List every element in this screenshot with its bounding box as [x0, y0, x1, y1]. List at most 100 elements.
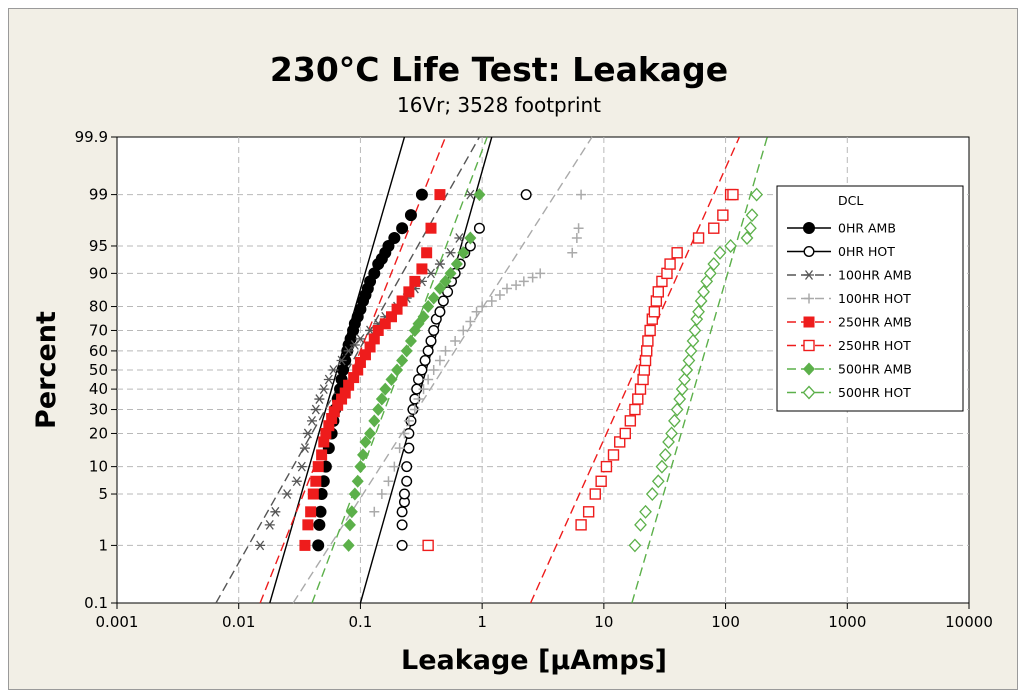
series-500hr-hot	[628, 187, 764, 553]
data-point	[299, 539, 311, 551]
data-point	[665, 426, 678, 441]
data-point	[413, 394, 424, 405]
x-tick-label: 100	[711, 613, 740, 631]
data-point	[520, 189, 532, 201]
data-point	[668, 413, 681, 428]
x-tick-label: 0.01	[222, 613, 255, 631]
data-point	[471, 306, 482, 317]
data-point	[418, 384, 429, 395]
x-tick-label: 10000	[945, 613, 993, 631]
data-point	[359, 349, 371, 361]
data-point	[486, 295, 497, 306]
data-point	[291, 476, 302, 487]
data-point	[399, 428, 410, 439]
x-tick-label: 0.001	[96, 613, 139, 631]
data-point	[450, 335, 461, 346]
data-point	[639, 504, 652, 519]
data-point	[312, 539, 325, 552]
data-point	[740, 231, 754, 245]
series-100hr-hot	[369, 189, 587, 517]
data-point	[433, 282, 446, 296]
data-point	[645, 487, 659, 501]
data-point	[750, 187, 764, 202]
data-point	[409, 404, 420, 415]
data-point	[368, 414, 381, 428]
data-point	[670, 402, 684, 417]
data-point	[437, 295, 449, 307]
data-point	[343, 518, 356, 532]
data-point	[376, 489, 387, 500]
legend-label: 0HR HOT	[838, 244, 895, 259]
data-point	[401, 461, 413, 473]
data-point	[328, 365, 339, 375]
data-point	[535, 268, 546, 279]
legend-label: 250HR AMB	[838, 315, 912, 330]
data-point	[396, 222, 409, 235]
data-point	[307, 488, 319, 500]
data-point	[314, 394, 325, 404]
data-point	[423, 374, 434, 385]
data-point	[328, 406, 340, 418]
data-point	[692, 232, 705, 244]
legend-marker	[804, 270, 814, 280]
data-point	[600, 460, 613, 473]
data-point	[688, 323, 702, 338]
data-point	[422, 345, 434, 357]
data-point	[473, 188, 486, 202]
data-point	[385, 311, 397, 323]
data-point	[391, 303, 403, 315]
data-point	[323, 374, 334, 385]
data-point	[607, 449, 620, 461]
data-point	[428, 324, 440, 336]
data-point	[270, 506, 281, 517]
data-point	[518, 276, 529, 287]
legend-label: 500HR AMB	[838, 362, 912, 377]
y-tick-label: 5	[98, 485, 108, 503]
data-point	[708, 222, 720, 234]
data-point	[264, 519, 275, 530]
data-point	[661, 267, 673, 280]
data-point	[707, 257, 721, 272]
legend-marker	[803, 362, 815, 376]
data-point	[678, 372, 691, 387]
series-0hr-hot	[396, 189, 532, 551]
data-point	[680, 363, 694, 377]
y-tick-label: 99.9	[75, 128, 108, 146]
data-point	[403, 415, 414, 426]
data-point	[425, 268, 436, 279]
data-point	[697, 284, 710, 299]
data-point	[314, 505, 327, 518]
data-point	[717, 209, 729, 221]
data-point	[454, 233, 465, 243]
data-point	[349, 340, 360, 350]
data-point	[318, 384, 329, 395]
y-tick-label: 10	[89, 458, 108, 476]
data-point	[573, 223, 584, 234]
data-point	[445, 247, 456, 258]
data-point	[310, 475, 322, 487]
data-point	[336, 393, 348, 405]
data-point	[652, 286, 664, 298]
data-point	[628, 538, 642, 553]
data-point	[428, 365, 439, 375]
data-point	[382, 239, 395, 252]
data-point	[619, 427, 631, 440]
data-point	[313, 518, 326, 531]
data-point	[409, 275, 421, 287]
data-point	[501, 283, 512, 294]
fit-line-500hr-hot	[631, 136, 768, 604]
data-point	[648, 306, 661, 318]
data-point	[642, 335, 654, 347]
data-point	[403, 286, 415, 298]
data-point	[316, 449, 328, 461]
data-point	[394, 443, 405, 454]
data-point	[434, 259, 445, 269]
data-point	[703, 266, 717, 281]
legend-marker	[803, 245, 815, 257]
data-point	[465, 316, 476, 327]
data-point	[494, 290, 505, 301]
data-point	[571, 233, 582, 244]
data-point	[364, 426, 377, 440]
data-point	[440, 345, 451, 356]
data-point	[567, 247, 578, 258]
